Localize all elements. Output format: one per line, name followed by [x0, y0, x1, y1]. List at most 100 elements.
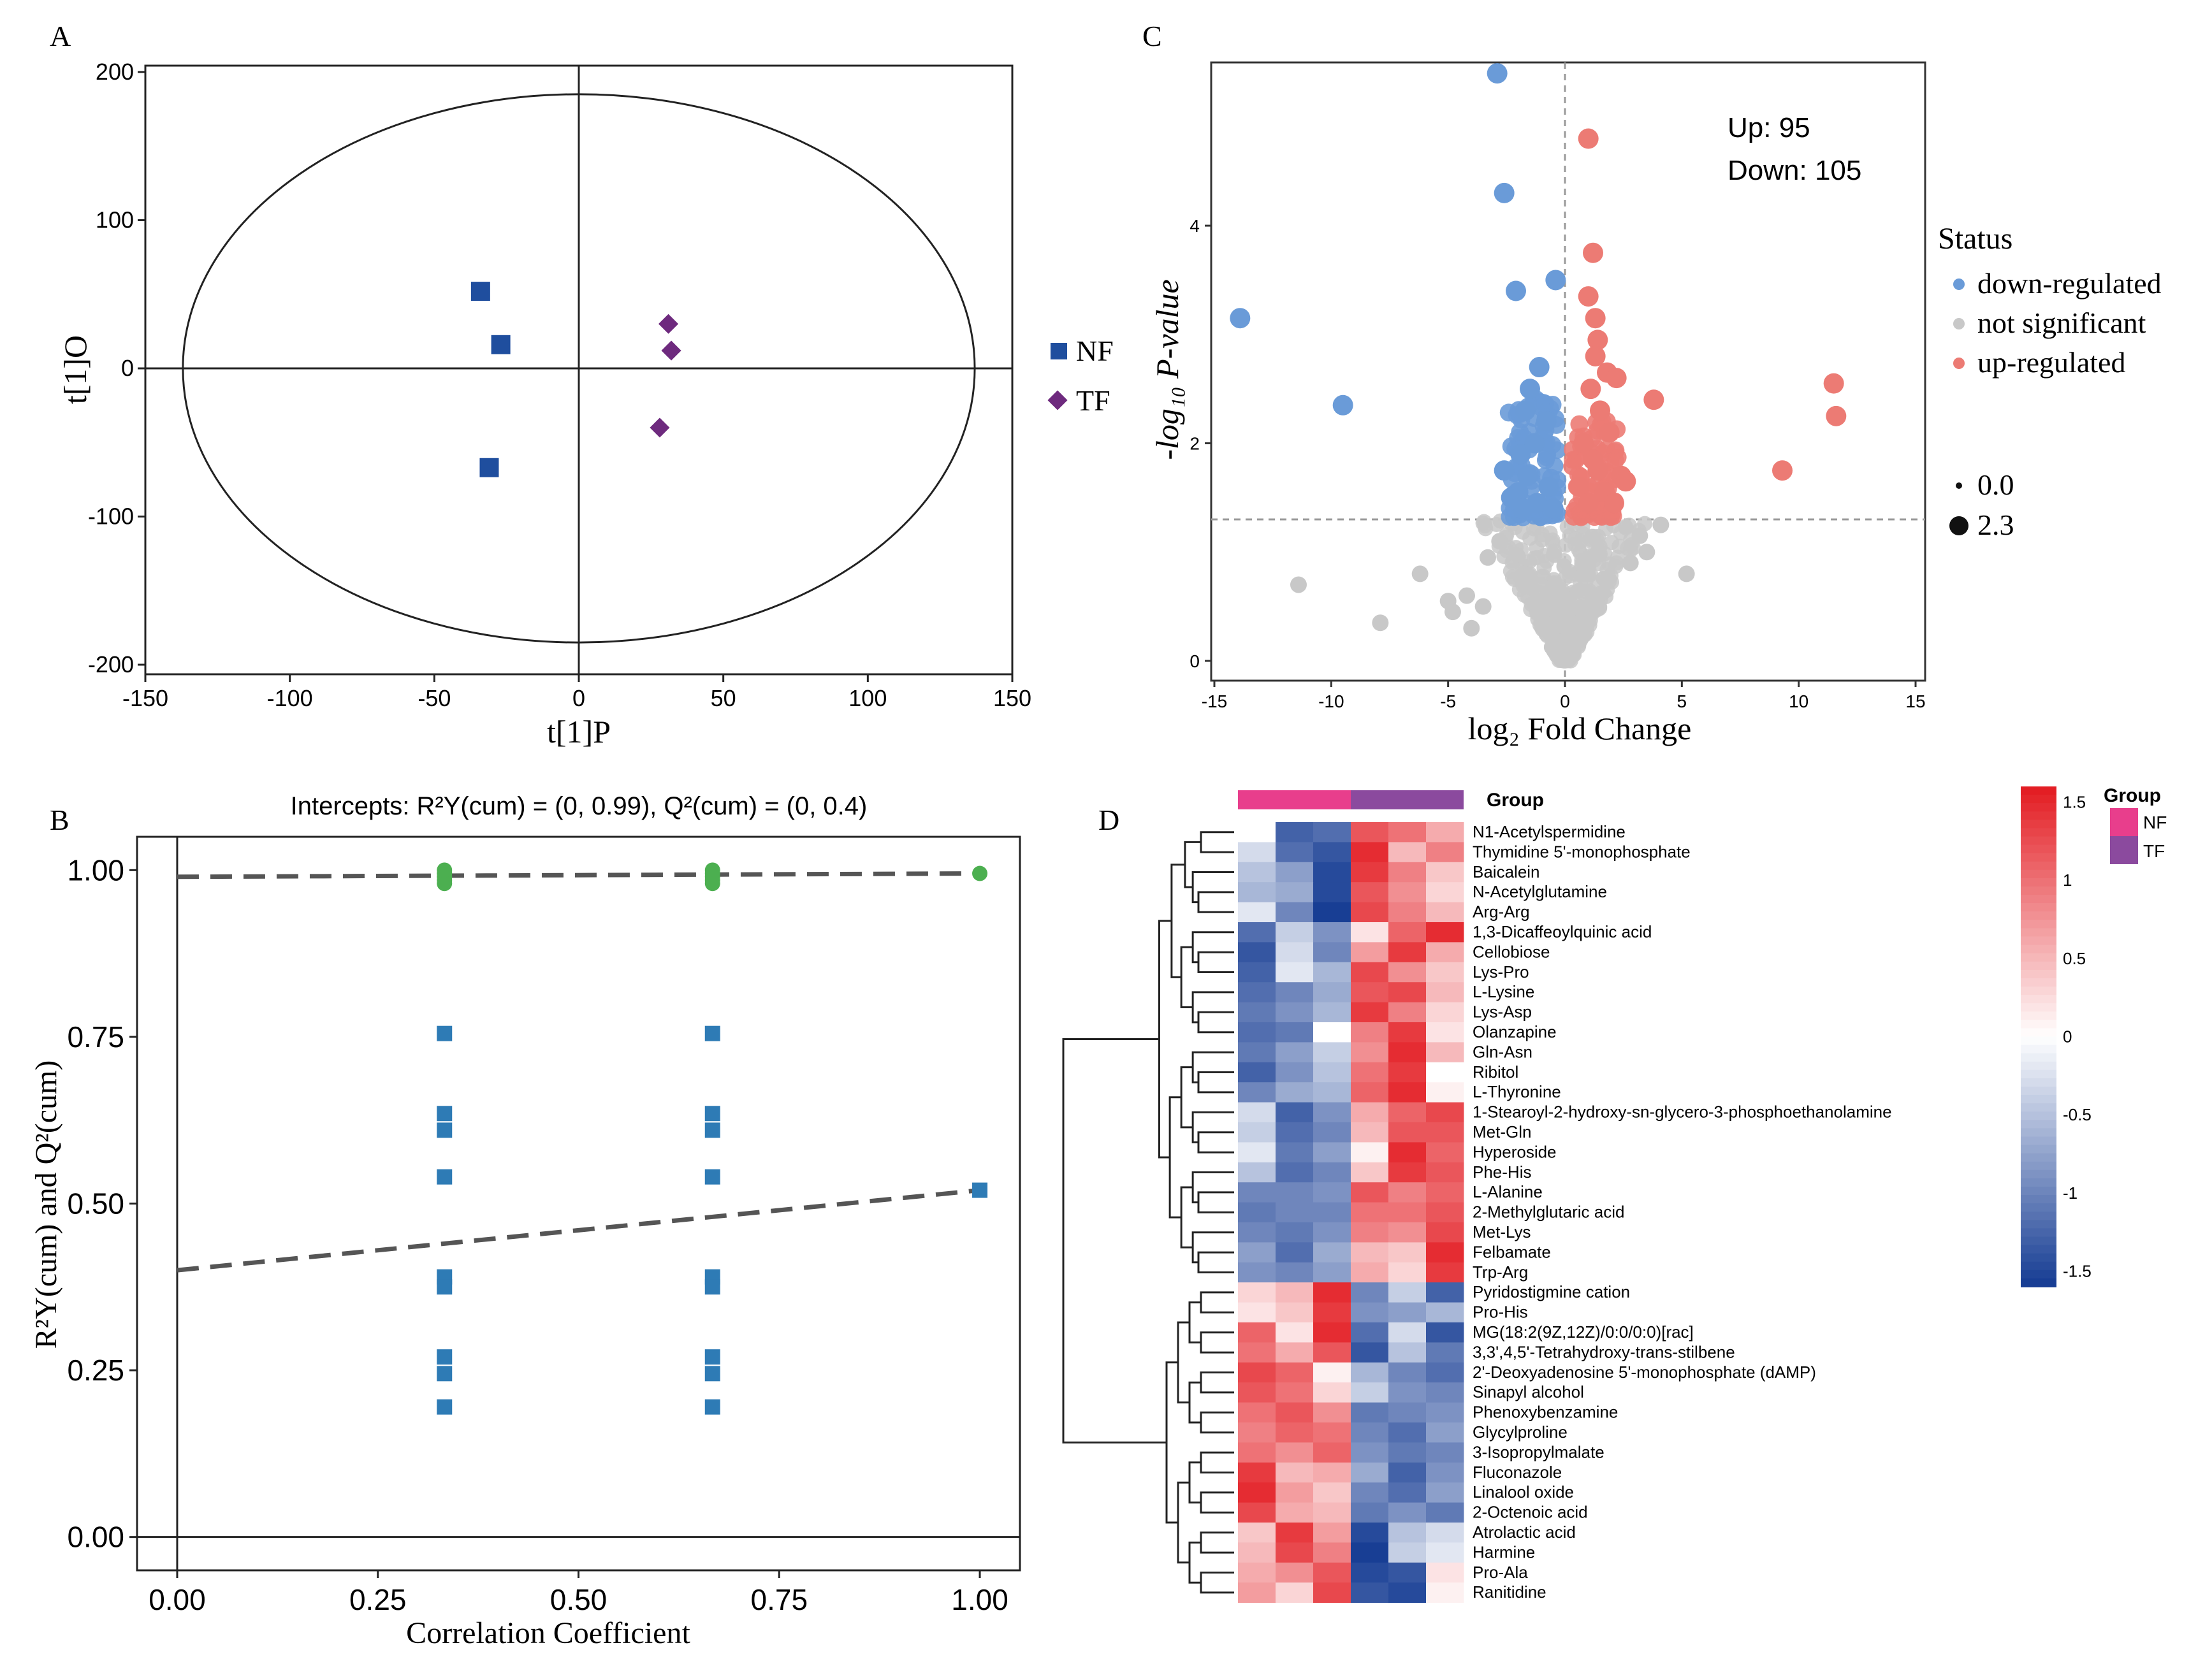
legend-tf-marker: [1047, 390, 1068, 410]
heatmap-cell: [1238, 1482, 1276, 1503]
ns-point: [1444, 604, 1461, 621]
heatmap-cell: [1276, 1282, 1314, 1303]
heatmap-cell: [1351, 1322, 1389, 1343]
heatmap-cell: [1426, 1082, 1464, 1103]
heatmap-cell: [1276, 1562, 1314, 1583]
heatmap-cell: [1276, 982, 1314, 1003]
q2-point: [437, 1122, 453, 1138]
heatmap-cell: [1426, 1502, 1464, 1523]
heatmap-cell: [1388, 1542, 1427, 1563]
heatmap-cell: [1351, 922, 1389, 943]
colorbar-segment: [2021, 1187, 2056, 1196]
heatmap-cell: [1351, 1022, 1389, 1043]
heatmap-cell: [1238, 1142, 1276, 1163]
dendrogram-link: [1200, 1531, 1234, 1554]
heatmap-cell: [1426, 822, 1464, 843]
legend-status-title: Status: [1938, 222, 2012, 256]
heatmap-cell: [1313, 1002, 1351, 1023]
up-point: [1599, 422, 1620, 443]
panel-c-legend: Status down-regulated not significant up…: [1938, 222, 2162, 541]
heatmap-cell: [1388, 1562, 1427, 1583]
heatmap-cell: [1276, 1462, 1314, 1483]
dendrogram-link: [1180, 1066, 1193, 1129]
heatmap-cell: [1238, 1002, 1276, 1023]
heatmap-cell: [1388, 822, 1427, 843]
colorbar-tick-label: -1: [2063, 1183, 2077, 1203]
colorbar-segment: [2021, 1195, 2056, 1205]
heatmap-cell: [1388, 1523, 1427, 1543]
down-point: [1515, 400, 1536, 421]
heatmap-cell: [1238, 842, 1276, 863]
heatmap-cell: [1426, 1542, 1464, 1563]
colorbar-segment: [2021, 795, 2056, 804]
legend-group-tf-label: TF: [2143, 841, 2165, 861]
ns-point: [1496, 549, 1512, 565]
dendrogram-link: [1168, 1096, 1182, 1219]
heatmap-cell: [1351, 1202, 1389, 1223]
heatmap-cell: [1351, 882, 1389, 903]
heatmap-cell: [1238, 1122, 1276, 1143]
heatmap-cell: [1313, 1582, 1351, 1603]
heatmap-cell: [1313, 882, 1351, 903]
heatmap-row-label: Pyridostigmine cation: [1473, 1282, 1630, 1301]
heatmap-row-label: Atrolactic acid: [1473, 1523, 1576, 1542]
heatmap-cell: [1276, 1022, 1314, 1043]
heatmap-cell: [1388, 1402, 1427, 1423]
ns-point: [1587, 602, 1603, 618]
dendrogram-link: [1180, 946, 1193, 1008]
colorbar-segment: [2021, 1220, 2056, 1229]
heatmap-cell: [1276, 1502, 1314, 1523]
panel-d-cells: [1238, 822, 1464, 1603]
heatmap-row-label: Met-Lys: [1473, 1222, 1531, 1241]
heatmap-row-label: L-Alanine: [1473, 1182, 1543, 1201]
down-point: [1537, 448, 1555, 467]
heatmap-cell: [1313, 1502, 1351, 1523]
dendrogram-link: [1177, 1321, 1190, 1404]
heatmap-cell: [1351, 1462, 1389, 1483]
colorbar-segment: [2021, 1028, 2056, 1038]
colorbar-segment: [2021, 1069, 2056, 1079]
colorbar-segment: [2021, 1036, 2056, 1046]
heatmap-cell: [1313, 1142, 1351, 1163]
heatmap-cell: [1388, 1462, 1427, 1483]
dendrogram-link: [1197, 1011, 1234, 1034]
heatmap-cell: [1388, 842, 1427, 863]
heatmap-cell: [1276, 1162, 1314, 1183]
panel-d-group-legend: Group NF TF: [2104, 785, 2167, 864]
up-point: [1606, 368, 1627, 389]
heatmap-cell: [1276, 1222, 1314, 1243]
heatmap-row-label: Harmine: [1473, 1542, 1535, 1561]
colorbar-segment: [2021, 1270, 2056, 1279]
panel-a-ytick-label: 0: [121, 355, 134, 381]
heatmap-cell: [1426, 1202, 1464, 1223]
heatmap-cell: [1351, 1302, 1389, 1323]
legend-size-large-marker: [1949, 516, 1968, 535]
down-point: [1332, 394, 1353, 416]
up-point: [1580, 379, 1601, 400]
heatmap-cell: [1276, 1523, 1314, 1543]
heatmap-cell: [1313, 1102, 1351, 1123]
tf-point: [650, 417, 670, 438]
heatmap-cell: [1313, 822, 1351, 843]
heatmap-cell: [1388, 1182, 1427, 1203]
heatmap-cell: [1426, 1322, 1464, 1343]
legend-nf-label: NF: [1076, 335, 1114, 367]
colorbar-segment: [2021, 920, 2056, 929]
heatmap-row-label: Cellobiose: [1473, 942, 1550, 961]
up-point: [1578, 128, 1599, 149]
up-point: [1587, 329, 1608, 351]
heatmap-cell: [1238, 1262, 1276, 1283]
legend-down-marker: [1953, 279, 1965, 290]
panel-c-axes: -15 -10 -5 0 5 10 15 0 2 4: [1190, 216, 1925, 711]
heatmap-cell: [1313, 1162, 1351, 1183]
panel-b-ytick-label: 0.00: [67, 1521, 124, 1554]
heatmap-cell: [1426, 1362, 1464, 1383]
heatmap-cell: [1388, 962, 1427, 983]
heatmap-cell: [1276, 1262, 1314, 1283]
ns-point: [1631, 527, 1648, 544]
ns-point: [1581, 567, 1597, 583]
ns-point: [1618, 520, 1634, 536]
panel-a-ytick-label: 100: [96, 207, 134, 233]
heatmap-cell: [1238, 1342, 1276, 1363]
heatmap-cell: [1388, 1422, 1427, 1443]
